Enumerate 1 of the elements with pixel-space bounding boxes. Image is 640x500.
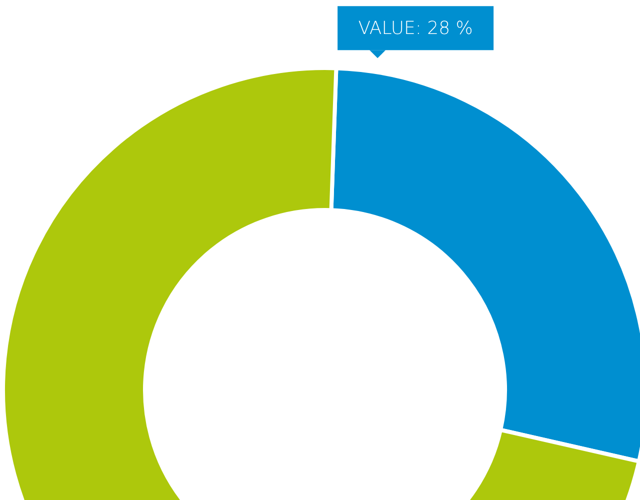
data-label: VALUE: 28 % <box>358 18 473 40</box>
